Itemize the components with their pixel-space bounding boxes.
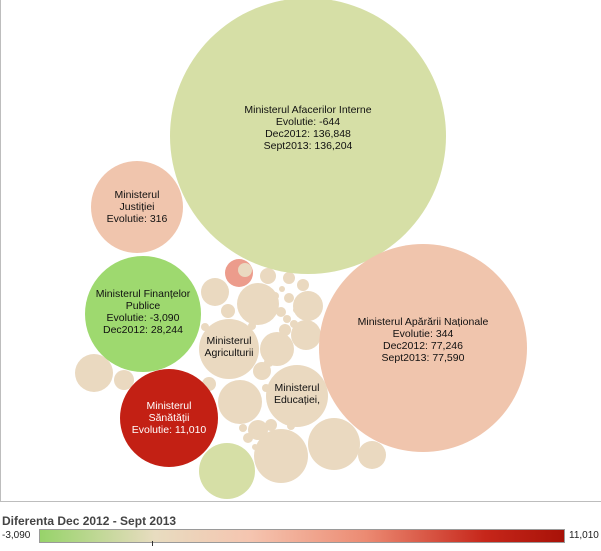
bubble-justitie[interactable] xyxy=(91,161,183,253)
bubble-minor-23[interactable] xyxy=(248,420,268,440)
bubble-label-afaceri-interne: Ministerul Afacerilor Interne Evolutie: -… xyxy=(244,104,371,152)
chart-frame xyxy=(0,0,601,502)
bubble-aparare[interactable] xyxy=(319,244,527,452)
bubble-minor-18[interactable] xyxy=(114,370,134,390)
bubble-label-line: Ministerul Finanțelor xyxy=(96,288,191,300)
bubble-minor-25[interactable] xyxy=(239,424,247,432)
bubble-minor-27[interactable] xyxy=(254,429,308,483)
bubble-label-line: Dec2012: 136,848 xyxy=(265,128,351,140)
bubble-minor-24[interactable] xyxy=(243,433,253,443)
bubble-label-aparare: Ministerul Apărării Naționale Evolutie: 3… xyxy=(358,316,489,364)
bubble-label-line: Dec2012: 77,246 xyxy=(383,340,463,352)
bubble-label-line: Publice xyxy=(126,300,161,312)
bubble-minor-21[interactable] xyxy=(253,362,271,380)
bubble-label-line: Justiției xyxy=(119,201,154,213)
bubble-minor-16[interactable] xyxy=(279,324,291,336)
bubble-minor-8[interactable] xyxy=(284,293,294,303)
bubble-minor-1[interactable] xyxy=(201,278,229,306)
bubble-minor-3[interactable] xyxy=(260,268,276,284)
bubble-label-line: Agriculturii xyxy=(204,347,253,359)
bubble-label-line: Sept2013: 136,204 xyxy=(264,140,353,152)
bubble-minor-34[interactable] xyxy=(293,307,299,313)
bubble-chart[interactable]: Ministerul Afacerilor Interne Evolutie: -… xyxy=(0,0,601,502)
bubble-label-line: Ministerul xyxy=(207,335,252,347)
bubble-label-justitie: Ministerul Justiției Evolutie: 316 xyxy=(107,189,168,225)
bubble-finante[interactable] xyxy=(85,256,201,372)
bubble-label-line: Evolutie: -644 xyxy=(276,116,340,128)
bubble-minor-4[interactable] xyxy=(283,272,295,284)
bubble-minor-29[interactable] xyxy=(358,441,386,469)
bubble-label-line: Evolutie: 11,010 xyxy=(132,424,207,436)
bubble-minor-6[interactable] xyxy=(237,283,279,325)
bubble-minor-7[interactable] xyxy=(293,291,323,321)
bubble-minor-30[interactable] xyxy=(199,443,255,499)
bubble-minor-22[interactable] xyxy=(264,357,274,367)
bubble-minor-14[interactable] xyxy=(291,320,321,350)
bubble-sanatate[interactable] xyxy=(120,369,218,467)
bubble-minor-20[interactable] xyxy=(218,380,262,424)
legend-min-label: -3,090 xyxy=(2,530,31,541)
bubble-label-agricultura: Ministerul Agriculturii xyxy=(204,335,253,359)
bubble-label-educatie: Ministerul Educației, xyxy=(274,382,320,406)
bubble-minor-32[interactable] xyxy=(279,286,285,292)
bubble-label-line: Evolutie: 316 xyxy=(107,213,168,225)
bubble-minor-17[interactable] xyxy=(75,354,113,392)
bubble-minor-2[interactable] xyxy=(238,263,252,277)
bubble-label-line: Sănătății xyxy=(149,412,190,424)
bubble-label-line: Sept2013: 77,590 xyxy=(382,352,465,364)
bubble-minor-39[interactable] xyxy=(252,444,258,450)
legend-color-scale xyxy=(39,529,565,543)
bubble-label-finante: Ministerul Finanțelor Publice Evolutie: -3… xyxy=(96,288,191,336)
bubble-minor-26[interactable] xyxy=(265,419,277,431)
bubble-minor-10[interactable] xyxy=(283,315,291,323)
bubble-minor-5[interactable] xyxy=(297,279,309,291)
bubble-label-line: Evolutie: -3,090 xyxy=(107,312,180,324)
bubble-label-line: Ministerul xyxy=(275,382,320,394)
bubble-label-line: Dec2012: 28,244 xyxy=(103,324,183,336)
bubble-label-sanatate: Ministerul Sănătății Evolutie: 11,010 xyxy=(132,400,207,436)
bubble-label-line: Ministerul Afacerilor Interne xyxy=(244,104,371,116)
bubble-minor-12[interactable] xyxy=(221,304,235,318)
bubble-minor-33[interactable] xyxy=(271,292,279,300)
bubble-label-line: Ministerul Apărării Naționale xyxy=(358,316,489,328)
bubble-afaceri-interne[interactable] xyxy=(170,0,446,274)
bubble-minor-31[interactable] xyxy=(306,298,312,304)
bubble-label-line: Evolutie: 344 xyxy=(393,328,454,340)
bubble-agricultura[interactable] xyxy=(199,319,259,379)
bubble-label-line: Ministerul xyxy=(115,189,160,201)
legend-max-label: 11,010 xyxy=(569,530,599,541)
legend-title: Diferenta Dec 2012 - Sept 2013 xyxy=(2,514,177,528)
bubble-educatie[interactable] xyxy=(266,365,328,427)
bubble-minor-28[interactable] xyxy=(308,418,360,470)
bubble-minor-9[interactable] xyxy=(276,307,286,317)
bubble-label-line: Educației, xyxy=(274,394,320,406)
legend-tick xyxy=(152,541,153,546)
bubble-label-line: Ministerul xyxy=(147,400,192,412)
